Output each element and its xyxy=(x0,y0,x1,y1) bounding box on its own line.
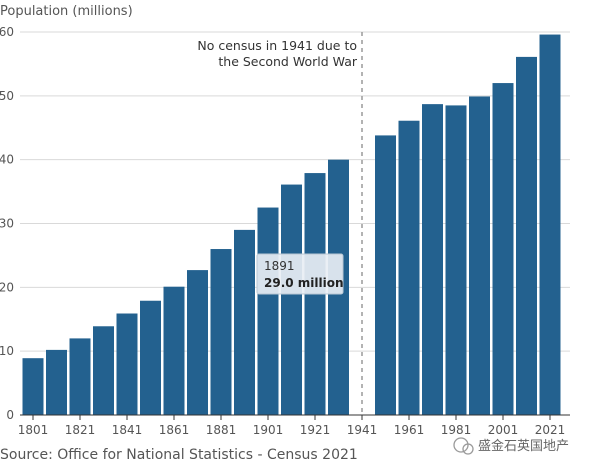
bar-1911[interactable] xyxy=(281,184,302,415)
bar-1851[interactable] xyxy=(140,300,161,415)
y-tick-label-60: 60 xyxy=(0,25,14,39)
bar-1831[interactable] xyxy=(93,326,114,415)
tooltip: 1891 29.0 million xyxy=(256,253,344,295)
y-tick-label-40: 40 xyxy=(0,153,14,167)
bar-2021[interactable] xyxy=(539,34,561,415)
x-tick-label-1901: 1901 xyxy=(253,423,284,437)
tooltip-box xyxy=(256,253,344,295)
bar-1951[interactable] xyxy=(375,135,396,415)
bar-1901[interactable] xyxy=(257,207,279,415)
x-tick-label-2021: 2021 xyxy=(535,423,566,437)
x-tick-label-1941: 1941 xyxy=(347,423,378,437)
x-tick-label-1841: 1841 xyxy=(112,423,143,437)
bar-1801[interactable] xyxy=(22,358,44,415)
annotation-line-2: the Second World War xyxy=(218,54,357,69)
x-ticks: 1801 1821 1841 1861 1881 1901 1921 1941 1961 1981… xyxy=(18,415,566,437)
x-tick-label-1921: 1921 xyxy=(300,423,331,437)
bar-1861[interactable] xyxy=(163,286,185,415)
bar-1841[interactable] xyxy=(116,313,138,415)
bar-1971[interactable] xyxy=(422,104,443,416)
y-tick-label-10: 10 xyxy=(0,344,14,358)
tooltip-value: 29.0 million xyxy=(264,276,344,290)
y-tick-label-0: 0 xyxy=(6,408,14,422)
bars[interactable] xyxy=(22,34,561,416)
bar-1891[interactable] xyxy=(234,229,255,415)
bar-1821[interactable] xyxy=(69,338,91,415)
x-tick-label-1861: 1861 xyxy=(159,423,190,437)
x-tick-label-1981: 1981 xyxy=(441,423,472,437)
tooltip-year: 1891 xyxy=(264,259,295,273)
y-tick-label-20: 20 xyxy=(0,280,14,294)
x-tick-label-1801: 1801 xyxy=(18,423,49,437)
bar-1871[interactable] xyxy=(187,270,208,415)
x-tick-label-1821: 1821 xyxy=(65,423,96,437)
wechat-icon-dot xyxy=(462,443,474,455)
y-tick-label-50: 50 xyxy=(0,89,14,103)
x-tick-label-2001: 2001 xyxy=(488,423,519,437)
x-tick-label-1961: 1961 xyxy=(394,423,425,437)
y-tick-labels: 0 10 20 30 40 50 60 xyxy=(0,25,14,422)
annotation-line-1: No census in 1941 due to xyxy=(197,38,357,53)
bar-1881[interactable] xyxy=(210,249,232,415)
y-axis-label: Population (millions) xyxy=(0,4,133,19)
watermark: 盛金石英国地产 xyxy=(453,437,569,455)
bar-1981[interactable] xyxy=(445,105,467,416)
wechat-icon xyxy=(453,437,469,453)
bar-2001[interactable] xyxy=(492,83,514,416)
bar-1991[interactable] xyxy=(469,96,490,415)
y-tick-label-30: 30 xyxy=(0,217,14,231)
source-note: Source: Office for National Statistics -… xyxy=(0,447,358,463)
bar-1811[interactable] xyxy=(46,349,67,415)
x-tick-label-1881: 1881 xyxy=(206,423,237,437)
bar-1961[interactable] xyxy=(398,120,420,415)
watermark-text: 盛金石英国地产 xyxy=(478,438,569,454)
bar-2011[interactable] xyxy=(516,56,537,416)
